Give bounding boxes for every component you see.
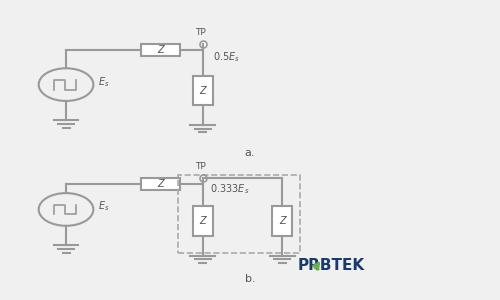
Text: b.: b. — [244, 274, 256, 284]
Text: Z: Z — [200, 85, 206, 96]
Text: Z: Z — [200, 216, 206, 226]
Bar — [193, 206, 212, 236]
Text: PRBTEK: PRBTEK — [297, 258, 364, 273]
Text: TP: TP — [195, 162, 205, 171]
Text: Z: Z — [157, 179, 164, 189]
Text: $0.5E_s$: $0.5E_s$ — [212, 50, 240, 64]
Bar — [178, 175, 300, 253]
Text: Z: Z — [279, 216, 285, 226]
Bar — [140, 178, 180, 190]
Bar — [140, 44, 180, 56]
Text: $E_s$: $E_s$ — [98, 75, 110, 88]
Text: $0.333E_s$: $0.333E_s$ — [210, 183, 250, 196]
Text: $E_s$: $E_s$ — [98, 200, 110, 213]
Text: a.: a. — [245, 148, 256, 158]
Bar — [272, 206, 292, 236]
Text: TP: TP — [195, 28, 205, 37]
Bar — [193, 76, 212, 105]
Text: Z: Z — [157, 45, 164, 56]
